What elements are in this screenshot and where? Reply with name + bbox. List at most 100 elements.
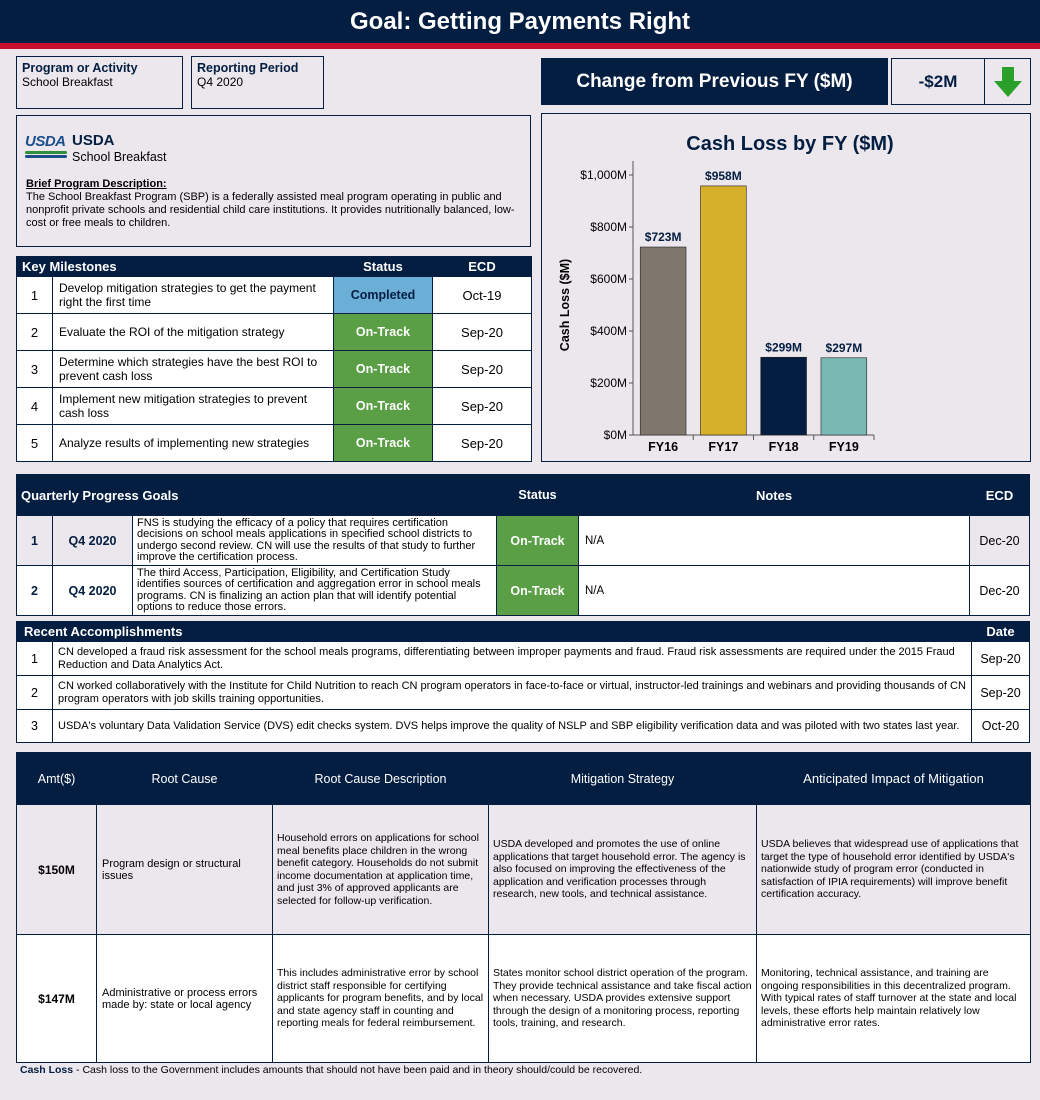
accomplishment-text: USDA's voluntary Data Validation Service…	[52, 709, 972, 743]
period-value: Q4 2020	[197, 75, 244, 89]
notes-value: N/A	[578, 565, 970, 616]
footnote-text: - Cash loss to the Government includes a…	[73, 1064, 643, 1076]
table-row: 2 Evaluate the ROI of the mitigation str…	[16, 313, 532, 351]
milestone-text: Determine which strategies have the best…	[52, 350, 334, 388]
date-value: Oct-20	[971, 709, 1030, 743]
bar-fy16	[639, 246, 687, 436]
amount-value: $150M	[16, 804, 97, 935]
change-box: -$2M	[891, 58, 1031, 105]
milestones-ecd-header: ECD	[432, 256, 532, 277]
y-tick-label: $200M	[590, 376, 627, 390]
status-badge: On-Track	[333, 424, 433, 462]
ecd-value: Sep-20	[432, 313, 532, 351]
change-label: Change from Previous FY ($M)	[541, 58, 888, 105]
y-axis-label: Cash Loss ($M)	[558, 259, 572, 351]
table-row: 3 Determine which strategies have the be…	[16, 350, 532, 388]
row-number: 5	[16, 424, 53, 462]
x-tick-label: FY18	[769, 440, 799, 454]
accomplishment-text: CN developed a fraud risk assessment for…	[52, 641, 972, 676]
milestone-text: Analyze results of implementing new stra…	[52, 424, 334, 462]
row-number: 2	[16, 565, 53, 616]
root-cause-description: Household errors on applications for sch…	[272, 804, 489, 935]
ecd-value: Oct-19	[432, 276, 532, 314]
down-arrow-icon	[991, 65, 1025, 99]
milestone-text: Evaluate the ROI of the mitigation strat…	[52, 313, 334, 351]
y-tick-label: $0M	[604, 428, 627, 442]
agency-program: School Breakfast	[72, 150, 167, 164]
status-badge: On-Track	[333, 387, 433, 425]
quarter-label: Q4 2020	[52, 565, 133, 616]
amount-value: $147M	[16, 934, 97, 1063]
goal-text: The third Access, Participation, Eligibi…	[132, 565, 497, 616]
table-row: $147M Administrative or process errors m…	[16, 934, 1031, 1063]
agency-box: USDA USDA School Breakfast Brief Program…	[16, 115, 531, 247]
status-badge: On-Track	[333, 313, 433, 351]
row-number: 2	[16, 675, 53, 710]
desc-label: Brief Program Description:	[26, 178, 167, 190]
table-row: 1 Q4 2020 FNS is studying the efficacy o…	[16, 515, 1030, 566]
milestone-text: Develop mitigation strategies to get the…	[52, 276, 334, 314]
accomplishments-date-header: Date	[971, 621, 1030, 642]
status-badge: On-Track	[333, 350, 433, 388]
page-title: Goal: Getting Payments Right	[0, 0, 1040, 43]
table-row: 4 Implement new mitigation strategies to…	[16, 387, 532, 425]
milestone-text: Implement new mitigation strategies to p…	[52, 387, 334, 425]
table-row: 1 Develop mitigation strategies to get t…	[16, 276, 532, 314]
table-row: 3 USDA's voluntary Data Validation Servi…	[16, 709, 1030, 743]
root-cause-text: Administrative or process errors made by…	[96, 934, 273, 1063]
period-label: Reporting Period	[197, 61, 299, 75]
goal-text: FNS is studying the efficacy of a policy…	[132, 515, 497, 566]
root-cause-header: Root Cause	[96, 752, 273, 805]
table-row: $150M Program design or structural issue…	[16, 804, 1031, 935]
footnote-term: Cash Loss	[20, 1064, 74, 1076]
accomplishments-header: Recent Accomplishments	[16, 621, 972, 642]
quarterly-ecd-header: ECD	[969, 474, 1030, 516]
root-cause-description: This includes administrative error by sc…	[272, 934, 489, 1063]
bar-fy19	[820, 357, 868, 436]
period-box: Reporting Period Q4 2020	[191, 56, 324, 109]
quarterly-table: Quarterly Progress Goals Status Notes EC…	[16, 474, 1030, 616]
milestones-header: Key Milestones	[16, 256, 334, 277]
row-number: 3	[16, 709, 53, 743]
table-row: 2 CN worked collaboratively with the Ins…	[16, 675, 1030, 710]
usda-logo: USDA	[25, 133, 67, 163]
program-description: The School Breakfast Program (SBP) is a …	[26, 191, 515, 229]
impact-text: USDA believes that widespread use of app…	[756, 804, 1031, 935]
impact-text: Monitoring, technical assistance, and tr…	[756, 934, 1031, 1063]
amt-header: Amt($)	[16, 752, 97, 805]
mitigation-text: USDA developed and promotes the use of o…	[488, 804, 757, 935]
quarterly-header: Quarterly Progress Goals	[16, 474, 497, 516]
program-label: Program or Activity	[22, 61, 138, 75]
notes-value: N/A	[578, 515, 970, 566]
impact-header: Anticipated Impact of Mitigation	[756, 752, 1031, 805]
date-value: Sep-20	[971, 641, 1030, 676]
ecd-value: Sep-20	[432, 424, 532, 462]
row-number: 1	[16, 515, 53, 566]
bar-value-label: $723M	[645, 230, 682, 244]
row-number: 4	[16, 387, 53, 425]
root-cause-text: Program design or structural issues	[96, 804, 273, 935]
quarterly-status-header: Status	[496, 474, 579, 516]
status-badge: On-Track	[496, 515, 579, 566]
status-badge: Completed	[333, 276, 433, 314]
y-tick-label: $600M	[590, 272, 627, 286]
quarter-label: Q4 2020	[52, 515, 133, 566]
row-number: 2	[16, 313, 53, 351]
row-number: 1	[16, 641, 53, 676]
agency-name: USDA	[72, 132, 115, 149]
date-value: Sep-20	[971, 675, 1030, 710]
change-value: -$2M	[892, 59, 985, 104]
root-cause-table: Amt($) Root Cause Root Cause Description…	[16, 752, 1031, 1063]
root-cause-desc-header: Root Cause Description	[272, 752, 489, 805]
quarterly-notes-header: Notes	[578, 474, 970, 516]
bar-fy18	[760, 356, 807, 436]
title-underline	[0, 43, 1040, 49]
program-box: Program or Activity School Breakfast	[16, 56, 183, 109]
ecd-value: Sep-20	[432, 350, 532, 388]
accomplishments-table: Recent Accomplishments Date 1 CN develop…	[16, 621, 1030, 743]
bar-value-label: $299M	[765, 340, 802, 354]
x-tick-label: FY17	[708, 440, 738, 454]
bar-fy17	[700, 185, 747, 436]
status-badge: On-Track	[496, 565, 579, 616]
y-tick-label: $400M	[590, 324, 627, 338]
